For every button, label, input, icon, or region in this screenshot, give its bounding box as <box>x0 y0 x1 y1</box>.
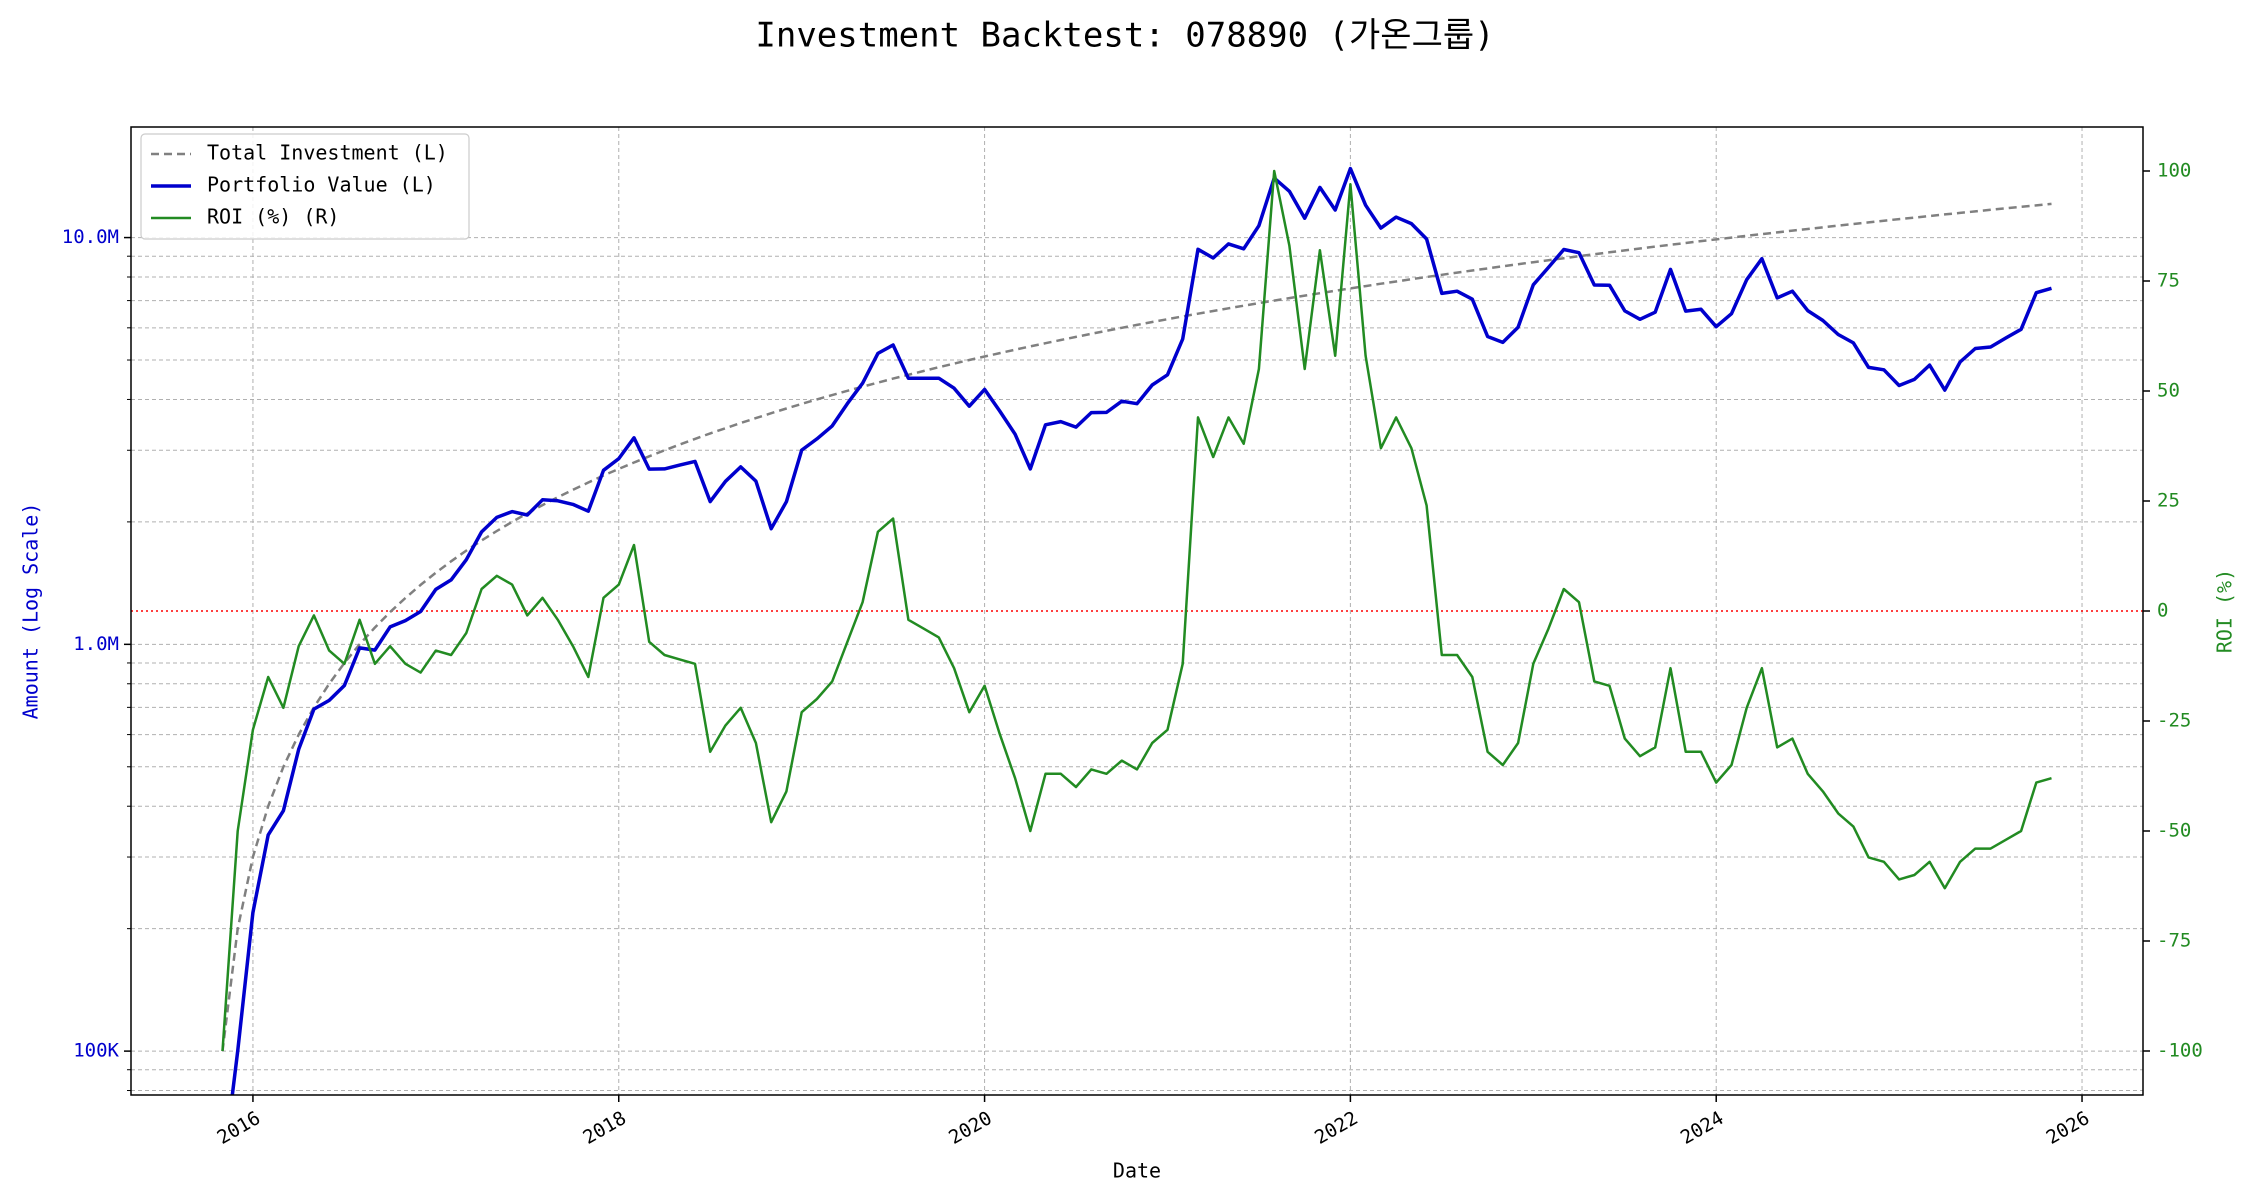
x-axis-label: Date <box>1113 1159 1161 1183</box>
legend-label: ROI (%) (R) <box>207 205 339 229</box>
y2-tick-label: 25 <box>2157 490 2180 512</box>
y2-tick-label: 50 <box>2157 380 2180 402</box>
x-tick-label: 2020 <box>945 1107 996 1149</box>
grid-layer <box>131 127 2143 1095</box>
y-tick-label: 100K <box>73 1040 119 1062</box>
x-tick-label: 2024 <box>1677 1107 1728 1149</box>
y2-tick-label: 100 <box>2157 160 2191 182</box>
y-tick-label: 10.0M <box>62 226 119 248</box>
series-line <box>230 166 2052 1095</box>
y2-tick-label: 0 <box>2157 600 2168 622</box>
legend: Total Investment (L) Portfolio Value (L) R… <box>140 133 470 240</box>
x-tick-label: 2026 <box>2043 1107 2094 1149</box>
series-line <box>221 169 2052 1052</box>
y2-tick-label: -25 <box>2157 710 2191 732</box>
y2-tick-label: -50 <box>2157 820 2191 842</box>
y-tick-label: 1.0M <box>73 633 119 655</box>
chart-title: Investment Backtest: 078890 (가온그룹) <box>755 16 1494 56</box>
y2-axis-label: ROI (%) <box>2213 569 2237 653</box>
legend-label: Portfolio Value (L) <box>207 173 436 197</box>
legend-label: Total Investment (L) <box>207 141 448 165</box>
x-tick-label: 2016 <box>214 1107 265 1149</box>
y2-tick-label: -75 <box>2157 930 2191 952</box>
plot-area <box>131 166 2143 1095</box>
x-tick-label: 2018 <box>579 1107 630 1149</box>
y-axis-label: Amount (Log Scale) <box>19 503 43 720</box>
series-line <box>221 202 2052 1052</box>
legend-box <box>140 133 470 240</box>
y2-tick-label: 75 <box>2157 270 2180 292</box>
x-tick-label: 2022 <box>1311 1107 1362 1149</box>
y2-tick-label: -100 <box>2157 1040 2203 1062</box>
